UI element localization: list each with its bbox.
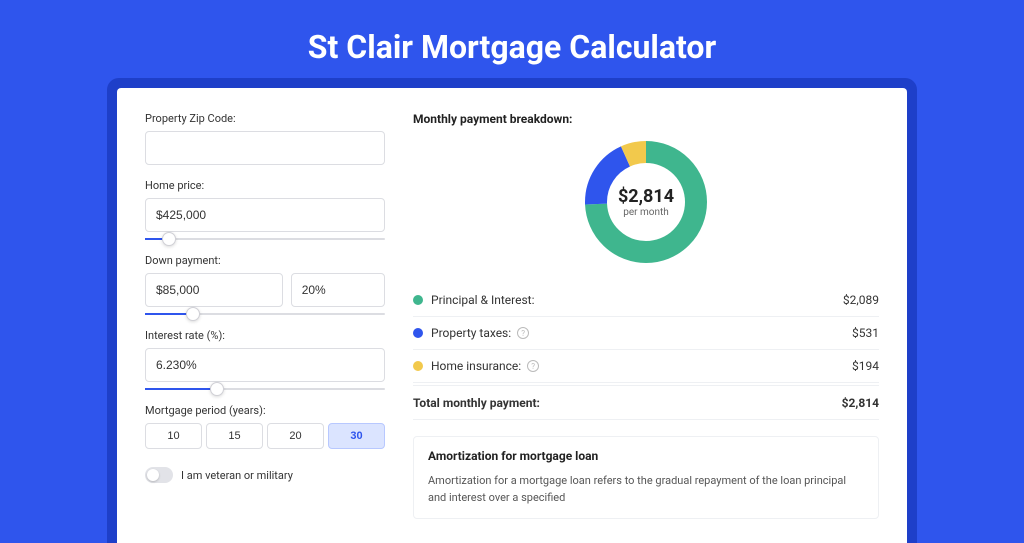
- breakdown-title: Monthly payment breakdown:: [413, 112, 879, 126]
- dot-taxes: [413, 328, 423, 338]
- dot-principal: [413, 295, 423, 305]
- field-zip: Property Zip Code:: [145, 112, 385, 165]
- veteran-row: I am veteran or military: [145, 467, 385, 483]
- value-taxes: $531: [852, 326, 879, 340]
- amortization-title: Amortization for mortgage loan: [428, 449, 864, 463]
- label-down-payment: Down payment:: [145, 254, 385, 267]
- zip-input[interactable]: [145, 131, 385, 165]
- interest-rate-slider-thumb[interactable]: [210, 382, 224, 396]
- down-payment-amount-input[interactable]: [145, 273, 283, 307]
- info-icon[interactable]: ?: [517, 327, 529, 339]
- label-insurance: Home insurance: ?: [431, 359, 852, 373]
- label-interest-rate: Interest rate (%):: [145, 329, 385, 342]
- period-btn-10[interactable]: 10: [145, 423, 202, 449]
- row-taxes: Property taxes: ? $531: [413, 317, 879, 350]
- veteran-toggle-knob: [147, 469, 159, 481]
- period-btn-20[interactable]: 20: [267, 423, 324, 449]
- donut-container: $2,814 per month: [413, 138, 879, 266]
- interest-rate-input[interactable]: [145, 348, 385, 382]
- period-options: 10 15 20 30: [145, 423, 385, 449]
- value-principal: $2,089: [843, 293, 879, 307]
- label-zip: Property Zip Code:: [145, 112, 385, 125]
- info-icon[interactable]: ?: [527, 360, 539, 372]
- down-payment-slider-thumb[interactable]: [186, 307, 200, 321]
- donut-sub: per month: [618, 207, 674, 218]
- veteran-label: I am veteran or military: [181, 469, 293, 482]
- label-insurance-text: Home insurance:: [431, 359, 521, 373]
- home-price-slider-thumb[interactable]: [162, 232, 176, 246]
- donut-amount: $2,814: [618, 186, 674, 207]
- calculator-card: Property Zip Code: Home price: Down paym…: [117, 88, 907, 543]
- amortization-text: Amortization for a mortgage loan refers …: [428, 473, 864, 506]
- label-taxes-text: Property taxes:: [431, 326, 511, 340]
- field-down-payment: Down payment:: [145, 254, 385, 315]
- payment-donut: $2,814 per month: [582, 138, 710, 266]
- home-price-slider[interactable]: [145, 238, 385, 240]
- amortization-box: Amortization for mortgage loan Amortizat…: [413, 436, 879, 519]
- down-payment-slider[interactable]: [145, 313, 385, 315]
- label-total: Total monthly payment:: [413, 396, 842, 410]
- period-btn-30[interactable]: 30: [328, 423, 385, 449]
- label-mortgage-period: Mortgage period (years):: [145, 404, 385, 417]
- value-total: $2,814: [842, 396, 879, 410]
- dot-insurance: [413, 361, 423, 371]
- label-principal: Principal & Interest:: [431, 293, 843, 307]
- page-title: St Clair Mortgage Calculator: [0, 0, 1024, 88]
- down-payment-pct-input[interactable]: [291, 273, 385, 307]
- row-principal: Principal & Interest: $2,089: [413, 284, 879, 317]
- field-home-price: Home price:: [145, 179, 385, 240]
- row-insurance: Home insurance: ? $194: [413, 350, 879, 383]
- field-mortgage-period: Mortgage period (years): 10 15 20 30: [145, 404, 385, 449]
- label-home-price: Home price:: [145, 179, 385, 192]
- veteran-toggle[interactable]: [145, 467, 173, 483]
- inputs-column: Property Zip Code: Home price: Down paym…: [145, 112, 385, 519]
- donut-center: $2,814 per month: [618, 186, 674, 218]
- field-interest-rate: Interest rate (%):: [145, 329, 385, 390]
- interest-rate-slider[interactable]: [145, 388, 385, 390]
- row-total: Total monthly payment: $2,814: [413, 385, 879, 420]
- value-insurance: $194: [852, 359, 879, 373]
- breakdown-column: Monthly payment breakdown: $2,814 per mo…: [413, 112, 879, 519]
- home-price-input[interactable]: [145, 198, 385, 232]
- label-taxes: Property taxes: ?: [431, 326, 852, 340]
- period-btn-15[interactable]: 15: [206, 423, 263, 449]
